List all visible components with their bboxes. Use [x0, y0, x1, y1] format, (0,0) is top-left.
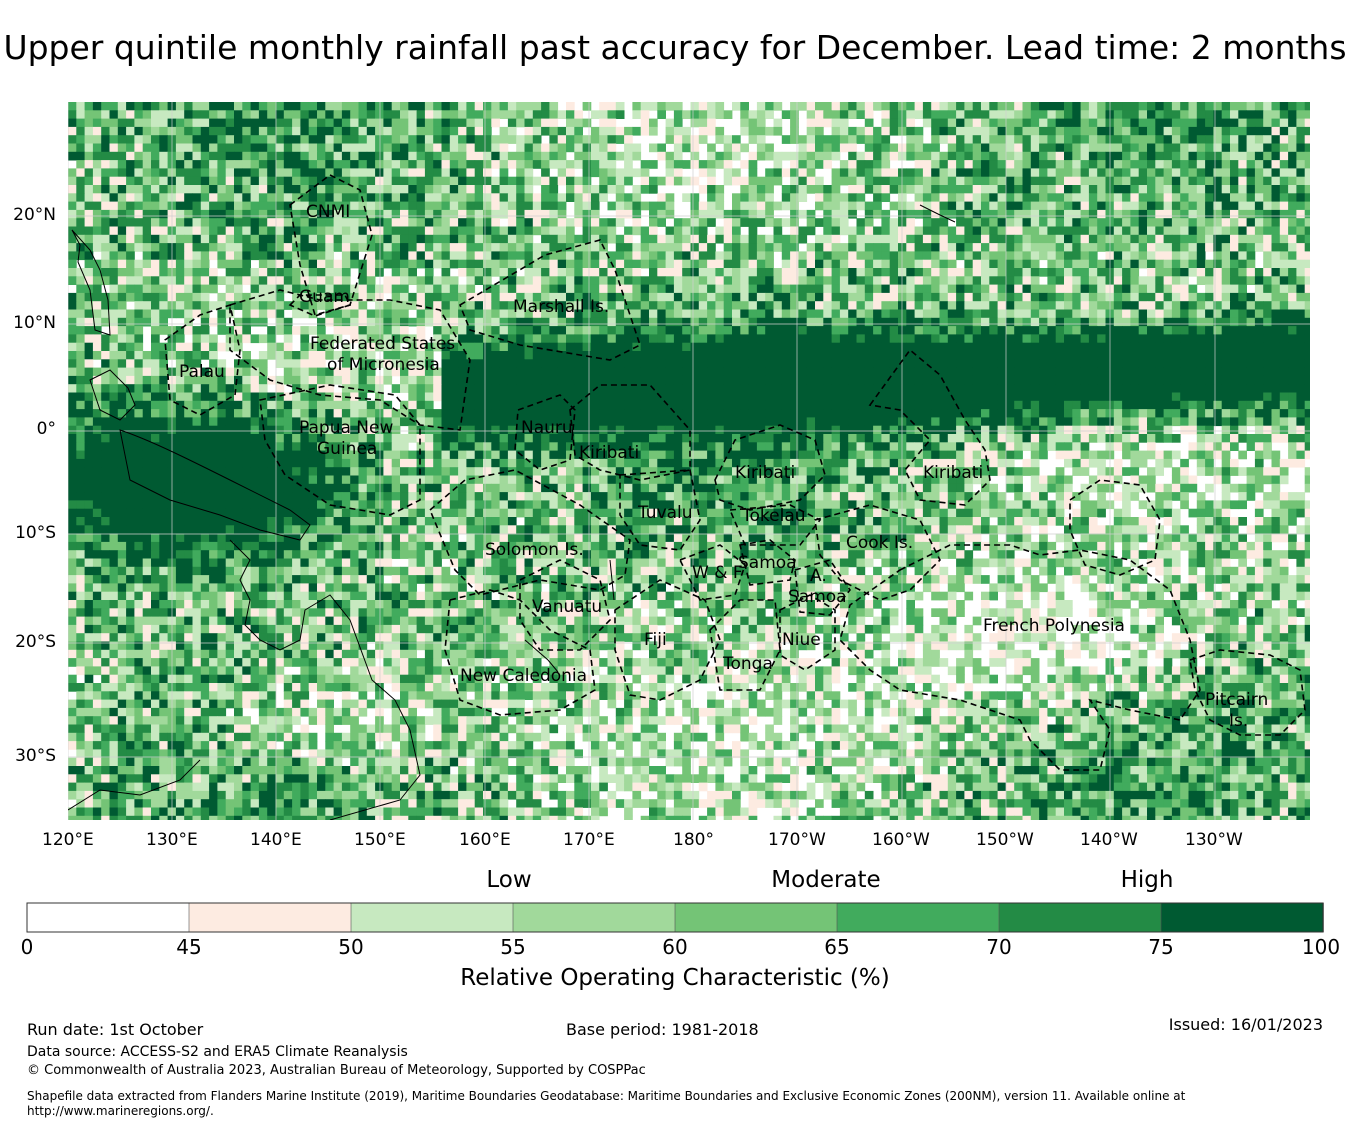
colorbar-bin [836, 902, 1000, 933]
region-label-pitcairn-2: Is. [1229, 711, 1249, 731]
region-label-kiribati-east: Kiribati [923, 463, 984, 483]
colorbar-tick: 70 [986, 935, 1012, 959]
colorbar-tick: 0 [20, 935, 34, 959]
colorbar-tick: 45 [176, 935, 202, 959]
lat-tick: 30°S [15, 746, 56, 766]
shapefile-credit-line1: Shapefile data extracted from Flanders M… [27, 1089, 1186, 1103]
colorbar-bin [188, 902, 352, 933]
region-label-kiribati-central: Kiribati [735, 463, 796, 483]
colorbar-bin [998, 902, 1162, 933]
region-label-png-1: Papua New [299, 418, 394, 438]
region-label-png-2: Guinea [317, 439, 378, 459]
shapefile-credit-line2: http://www.marineregions.org/. [27, 1104, 214, 1118]
lon-tick: 140°W [1080, 830, 1138, 850]
region-label-tuvalu: Tuvalu [638, 503, 693, 523]
region-label-fiji: Fiji [644, 630, 667, 650]
region-label-fsm-2: of Micronesia [327, 355, 440, 375]
lon-tick: 150°W [976, 830, 1034, 850]
page-title: Upper quintile monthly rainfall past acc… [3, 28, 1347, 67]
copyright: © Commonwealth of Australia 2023, Austra… [27, 1063, 646, 1078]
lon-tick: 160°E [459, 830, 511, 850]
colorbar-label: Relative Operating Characteristic (%) [460, 965, 890, 991]
lat-tick: 10°S [15, 523, 56, 543]
lat-tick: 10°N [13, 313, 56, 333]
region-label-kiribati-west: Kiribati [579, 443, 640, 463]
region-label-cook: Cook Is. [846, 533, 914, 553]
colorbar-tick: 50 [338, 935, 364, 959]
run-date: Run date: 1st October [27, 1020, 204, 1039]
colorbar-bin [1160, 902, 1324, 933]
lon-tick: 130°W [1185, 830, 1243, 850]
lat-tick: 20°N [13, 205, 56, 225]
colorbar-category-high: High [1120, 867, 1174, 893]
lon-tick: 170°W [768, 830, 826, 850]
region-label-french-polynesia: French Polynesia [983, 616, 1125, 636]
lon-tick: 170°E [563, 830, 615, 850]
region-label-samoa: Samoa [738, 553, 797, 573]
issued-date: Issued: 16/01/2023 [1168, 1015, 1323, 1034]
region-label-new-caledonia: New Caledonia [460, 666, 588, 686]
colorbar-bin [512, 902, 676, 933]
lon-tick: 150°E [354, 830, 406, 850]
colorbar-tick: 55 [500, 935, 526, 959]
region-label-pitcairn-1: Pitcairn [1205, 690, 1269, 710]
eez-boundaries [164, 174, 1306, 771]
colorbar-tick: 65 [824, 935, 850, 959]
colorbar-tick: 75 [1148, 935, 1174, 959]
region-label-guam: Guam [299, 287, 350, 307]
base-period: Base period: 1981-2018 [566, 1020, 759, 1039]
colorbar-tick: 100 [1301, 935, 1341, 959]
colorbar-bin [26, 902, 190, 933]
lon-tick: 180° [673, 830, 714, 850]
lon-tick: 140°E [250, 830, 302, 850]
region-label-american-samoa-1: A. [810, 566, 827, 586]
colorbar-category-moderate: Moderate [771, 867, 881, 893]
lon-tick: 120°E [42, 830, 94, 850]
lat-tick: 20°S [15, 632, 56, 652]
colorbar-bins [26, 902, 1324, 933]
colorbar-bin [350, 902, 514, 933]
region-label-fsm-1: Federated States [310, 334, 456, 354]
region-label-tokelau: Tokelau [742, 506, 806, 526]
graticule-lines [68, 102, 1310, 820]
region-label-marshall: Marshall Is. [513, 297, 610, 317]
region-label-american-samoa-2: Samoa [788, 587, 847, 607]
region-label-vanuatu: Vanuatu [532, 597, 603, 617]
region-label-tonga: Tonga [723, 654, 773, 674]
coastlines [68, 204, 956, 820]
colorbar-frame [26, 902, 1324, 933]
lon-tick: 130°E [146, 830, 198, 850]
data-source: Data source: ACCESS-S2 and ERA5 Climate … [27, 1044, 408, 1060]
colorbar-bin [674, 902, 838, 933]
region-label-solomon: Solomon Is. [485, 540, 584, 560]
colorbar-category-low: Low [486, 867, 532, 893]
region-label-palau: Palau [179, 362, 225, 382]
lat-tick: 0° [36, 419, 56, 439]
region-label-niue: Niue [782, 630, 821, 650]
colorbar-tick: 60 [662, 935, 688, 959]
region-label-nauru: Nauru [521, 418, 573, 438]
region-label-wallis-futuna: W & F [692, 563, 743, 583]
region-label-cnmi: CNMI [306, 202, 351, 222]
lon-tick: 160°W [872, 830, 930, 850]
